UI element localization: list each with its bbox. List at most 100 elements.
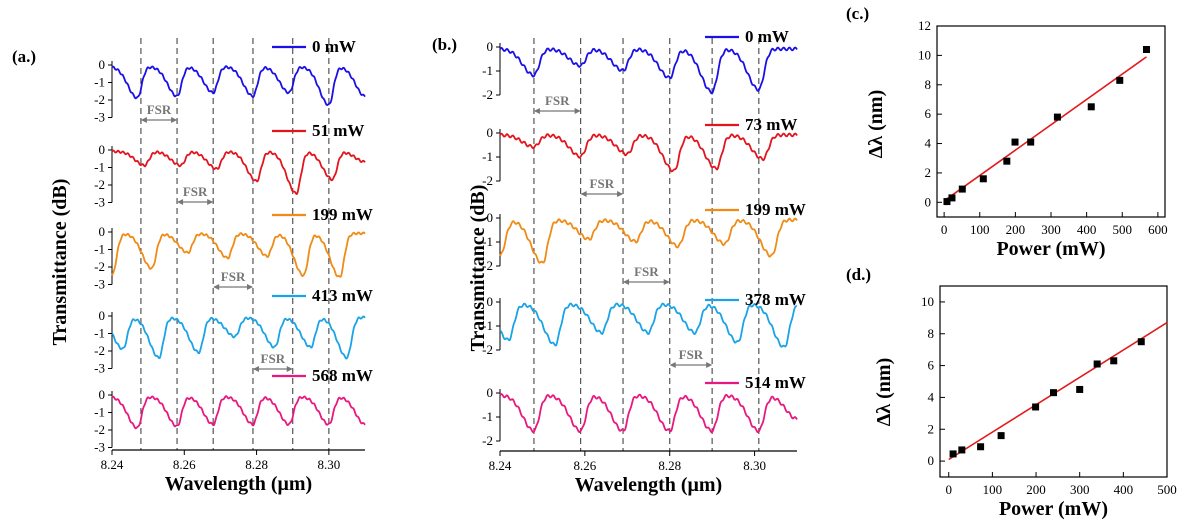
- series-line-0: [111, 65, 366, 106]
- panel-d: (d.) 0 100 200 300 400 500 0 2 4 6 8 10 Power (mW) Δλ …: [846, 265, 1177, 520]
- legend-label: 51 mW: [312, 121, 364, 140]
- legend-label: 199 mW: [312, 205, 373, 224]
- series-line-0: [499, 46, 798, 95]
- y-axis-title: Δλ (nm): [865, 90, 887, 158]
- y-tick-label: -1: [482, 63, 493, 78]
- y-tick-label: 0: [487, 125, 494, 140]
- y-tick-label: 10: [921, 294, 934, 309]
- plot-frame: [939, 285, 1168, 478]
- panel-a: (a.) 0 -1 -2 -3 0 mW 0 -1 -2 -3 51 mW 0 -1 -2 -3 199 mW…: [12, 37, 373, 495]
- y-tick-label: -3: [94, 440, 105, 455]
- legend-label: 0 mW: [312, 37, 356, 56]
- data-point: [1093, 360, 1101, 368]
- legend-label: 73 mW: [745, 115, 797, 134]
- y-tick-label: 0: [99, 308, 106, 323]
- data-point: [1032, 403, 1040, 411]
- y-tick-label: -1: [94, 405, 105, 420]
- x-axis-title: Power (mW): [996, 238, 1105, 260]
- series-line-1: [499, 132, 798, 173]
- data-point: [958, 446, 966, 454]
- y-axis-title: Transmittance (dB): [49, 179, 71, 346]
- y-tick-label: -1: [94, 326, 105, 341]
- fsr-arrowhead: [286, 366, 293, 372]
- x-tick-label: 300: [1070, 482, 1090, 497]
- fsr-arrowhead: [213, 284, 220, 290]
- legend-label: 0 mW: [745, 27, 789, 46]
- legend-label: 514 mW: [745, 373, 806, 392]
- legend-label: 199 mW: [745, 200, 806, 219]
- y-tick-label: -2: [94, 259, 105, 274]
- data-point: [1003, 157, 1011, 165]
- data-point: [1087, 103, 1095, 111]
- series-line-2: [111, 231, 366, 278]
- x-tick-label: 8.24: [101, 457, 124, 472]
- fsr-arrowhead: [246, 284, 253, 290]
- data-point: [949, 450, 957, 458]
- y-tick-label: 0: [487, 385, 494, 400]
- legend-label: 413 mW: [312, 286, 373, 305]
- fsr-arrowhead: [171, 117, 178, 123]
- x-axis-title: Wavelength (μm): [165, 473, 312, 495]
- fsr-arrowhead: [617, 191, 624, 197]
- fsr-label: FSR: [679, 347, 704, 362]
- fsr-arrowhead: [140, 117, 147, 123]
- data-point: [977, 443, 985, 451]
- y-tick-label: -2: [94, 422, 105, 437]
- data-point: [997, 432, 1005, 440]
- x-tick-label: 100: [970, 222, 990, 237]
- x-tick-label: 500: [1113, 222, 1133, 237]
- y-tick-label: -2: [482, 433, 493, 448]
- y-tick-label: 10: [918, 47, 931, 62]
- x-tick-label: 200: [1026, 482, 1046, 497]
- x-tick-label: 600: [1148, 222, 1168, 237]
- panel-label: (a.): [12, 47, 36, 66]
- data-point: [1027, 138, 1035, 146]
- y-tick-label: -2: [482, 342, 493, 357]
- y-tick-label: 2: [925, 165, 932, 180]
- x-axis-title: Power (mW): [999, 498, 1108, 520]
- y-tick-label: 0: [99, 142, 106, 157]
- fit-line: [948, 321, 1168, 461]
- series-line-3: [499, 302, 798, 348]
- fsr-label: FSR: [261, 351, 286, 366]
- data-point: [1116, 76, 1124, 84]
- y-tick-label: 0: [487, 39, 494, 54]
- x-tick-label: 300: [1041, 222, 1061, 237]
- y-tick-label: 0: [99, 224, 106, 239]
- panel-label: (d.): [846, 265, 871, 284]
- y-tick-label: -3: [94, 277, 105, 292]
- y-tick-label: -1: [94, 160, 105, 175]
- fsr-label: FSR: [147, 102, 172, 117]
- y-tick-label: 0: [925, 194, 932, 209]
- y-tick-label: 0: [99, 57, 106, 72]
- fsr-label: FSR: [634, 264, 659, 279]
- y-tick-label: 4: [925, 136, 932, 151]
- x-tick-label: 8.30: [743, 458, 766, 473]
- panel-label: (c.): [846, 4, 869, 23]
- fsr-arrowhead: [207, 199, 214, 205]
- data-point: [1142, 46, 1150, 54]
- data-point: [948, 194, 956, 202]
- x-tick-label: 8.30: [317, 457, 340, 472]
- data-point: [1053, 113, 1061, 121]
- data-point: [958, 185, 966, 193]
- fsr-label: FSR: [545, 93, 570, 108]
- y-tick-label: -1: [94, 75, 105, 90]
- data-point: [1050, 389, 1057, 397]
- x-tick-label: 400: [1077, 222, 1097, 237]
- fsr-arrowhead: [669, 362, 676, 368]
- y-tick-label: -2: [482, 258, 493, 273]
- y-tick-label: -2: [482, 87, 493, 102]
- y-tick-label: -3: [94, 361, 105, 376]
- y-tick-label: 0: [487, 294, 494, 309]
- y-tick-label: 8: [928, 326, 935, 341]
- data-point: [1137, 338, 1145, 346]
- data-point: [1110, 357, 1118, 365]
- series-line-1: [111, 149, 366, 195]
- fsr-label: FSR: [183, 184, 208, 199]
- y-tick-label: -1: [94, 242, 105, 257]
- data-point: [943, 198, 951, 206]
- series-line-3: [111, 315, 366, 360]
- y-tick-label: -1: [482, 149, 493, 164]
